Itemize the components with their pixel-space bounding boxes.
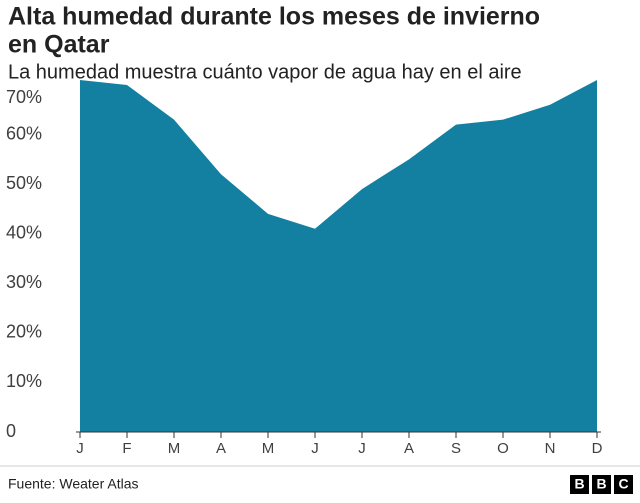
y-tick-label: 50% [6,173,42,193]
y-tick-label: 30% [6,272,42,292]
x-tick-label: J [311,440,319,457]
x-tick-label: D [592,440,603,457]
y-tick-label: 70% [6,87,42,107]
x-tick-label: M [262,440,275,457]
x-tick-label: N [545,440,556,457]
y-tick-label: 0 [6,421,16,441]
x-tick-label: J [358,440,366,457]
y-tick-label: 20% [6,322,42,342]
area [80,80,597,432]
logo-box [614,475,633,494]
x-tick-label: M [168,440,181,457]
chart-title: en Qatar [8,31,110,59]
source: Fuente: Weater Atlas [8,476,138,492]
chart-title: Alta humedad durante los meses de invier… [8,3,540,31]
x-tick-label: A [216,440,226,457]
chart-subtitle: La humedad muestra cuánto vapor de agua … [8,61,522,83]
y-tick-label: 10% [6,371,42,391]
logo-letter: B [574,476,584,492]
x-tick-label: S [451,440,461,457]
logo-box [592,475,611,494]
y-tick-label: 40% [6,222,42,242]
x-tick-label: F [122,440,131,457]
x-tick-label: J [76,440,84,457]
logo-letter: C [618,476,628,492]
x-tick-label: O [497,440,509,457]
y-tick-label: 60% [6,123,42,143]
logo-box [570,475,589,494]
logo-letter: B [596,476,606,492]
x-tick-label: A [404,440,414,457]
